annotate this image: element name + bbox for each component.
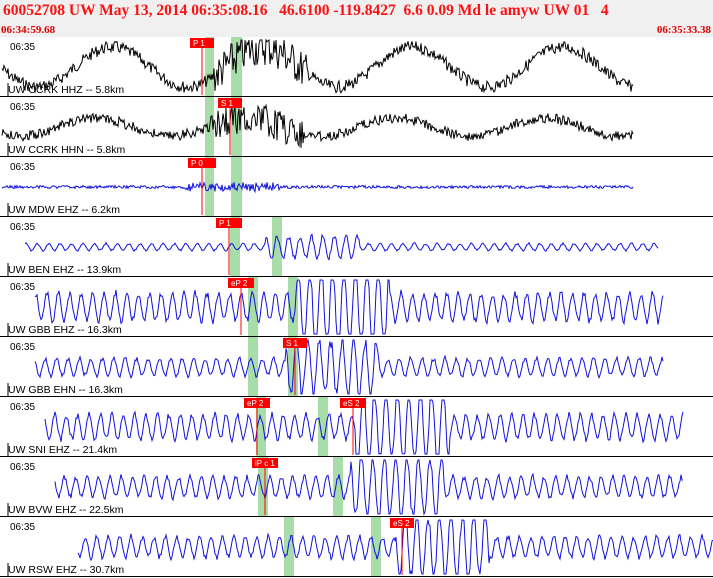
station-label: UW RSW EHZ -- 30.7km <box>8 564 124 576</box>
pick-label: eP 2 <box>231 279 248 288</box>
pick-marker[interactable] <box>216 218 242 228</box>
panel-time-label: 06:35 <box>10 462 35 473</box>
pick-marker[interactable] <box>228 278 254 288</box>
pick-marker[interactable] <box>218 98 242 108</box>
waveform <box>1 38 634 94</box>
trace-panel[interactable]: P 1 06:35 UW CCRK HHZ -- 5.8km <box>0 37 713 97</box>
pick-window <box>248 337 258 397</box>
pick-marker[interactable] <box>390 518 414 528</box>
pick-label: eS 2 <box>393 519 410 528</box>
panel-time-label: 06:35 <box>10 42 35 53</box>
station-label: UW SNI EHZ -- 21.4km <box>8 444 117 456</box>
station-label: UW CCRK HHZ -- 5.8km <box>8 84 124 96</box>
trace-panel[interactable]: S 1 06:35 UW CCRK HHN -- 5.8km <box>0 97 713 157</box>
pick-window <box>272 217 282 277</box>
waveform <box>1 103 634 148</box>
pick-label: eP 2 <box>247 399 264 408</box>
trace-panel[interactable]: P 1 06:35 UW BEN EHZ -- 13.9km <box>0 217 713 277</box>
pick-label: eS 2 <box>343 399 360 408</box>
waveform <box>24 233 659 261</box>
station-label: UW BVW EHZ -- 22.5km <box>8 504 124 516</box>
pick-marker[interactable] <box>252 458 278 468</box>
pick-label: iP c 1 <box>255 459 275 468</box>
trace-panel[interactable]: S 1 06:35 UW GBB EHN -- 16.3km <box>0 337 713 397</box>
waveform <box>1 181 634 194</box>
trace-panel[interactable]: eP 2 eS 2 06:35 UW SNI EHZ -- 21.4km <box>0 397 713 457</box>
pick-label: S 1 <box>221 99 234 108</box>
pick-label: S 1 <box>286 339 299 348</box>
station-label: UW GBB EHZ -- 16.3km <box>8 324 122 336</box>
pick-window <box>205 37 214 97</box>
panel-time-label: 06:35 <box>10 282 35 293</box>
pick-marker[interactable] <box>283 338 307 348</box>
trace-panel[interactable]: iP c 1 06:35 UW BVW EHZ -- 22.5km <box>0 457 713 517</box>
pick-window <box>288 277 298 337</box>
window-end-time: 06:35:33.38 <box>656 24 711 36</box>
pick-window <box>318 397 328 457</box>
pick-window <box>231 97 242 157</box>
waveform <box>77 519 713 575</box>
pick-window <box>230 217 240 277</box>
panel-time-label: 06:35 <box>10 402 35 413</box>
pick-marker[interactable] <box>188 158 216 168</box>
panel-time-label: 06:35 <box>10 162 35 173</box>
pick-window <box>258 457 268 517</box>
panel-time-label: 06:35 <box>10 522 35 533</box>
pick-window <box>284 517 294 577</box>
trace-panel[interactable]: eP 2 06:35 UW GBB EHZ -- 16.3km <box>0 277 713 337</box>
pick-label: P 1 <box>219 219 231 228</box>
pick-marker[interactable] <box>244 398 270 408</box>
pick-window <box>256 397 266 457</box>
station-label: UW GBB EHN -- 16.3km <box>8 384 123 396</box>
trace-panel[interactable]: P 0 06:35 UW MDW EHZ -- 6.2km <box>0 157 713 217</box>
pick-window <box>248 277 258 337</box>
panel-time-label: 06:35 <box>10 102 35 113</box>
event-header: 60052708 UW May 13, 2014 06:35:08.16 46.… <box>0 0 713 37</box>
panel-time-label: 06:35 <box>10 222 35 233</box>
event-title: 60052708 UW May 13, 2014 06:35:08.16 46.… <box>3 2 609 19</box>
station-label: UW BEN EHZ -- 13.9km <box>8 264 121 276</box>
waveform <box>54 459 684 516</box>
trace-panel[interactable]: eS 2 06:35 UW RSW EHZ -- 30.7km <box>0 517 713 577</box>
station-label: UW CCRK HHN -- 5.8km <box>8 144 126 156</box>
station-label: UW MDW EHZ -- 6.2km <box>8 204 120 216</box>
seismogram-traces[interactable]: P 1 06:35 UW CCRK HHZ -- 5.8km S 1 06:35 UW C… <box>0 37 713 578</box>
waveform <box>44 399 684 455</box>
pick-label: P 0 <box>191 159 203 168</box>
waveform <box>34 279 664 335</box>
pick-window <box>231 157 242 217</box>
pick-window <box>333 457 343 517</box>
pick-label: P 1 <box>193 39 205 48</box>
pick-marker[interactable] <box>190 38 214 48</box>
pick-window <box>288 337 298 397</box>
panel-time-label: 06:35 <box>10 342 35 353</box>
waveform <box>34 338 664 395</box>
pick-window <box>371 517 381 577</box>
window-start-time: 06:34:59.68 <box>1 24 56 36</box>
pick-marker[interactable] <box>340 398 366 408</box>
